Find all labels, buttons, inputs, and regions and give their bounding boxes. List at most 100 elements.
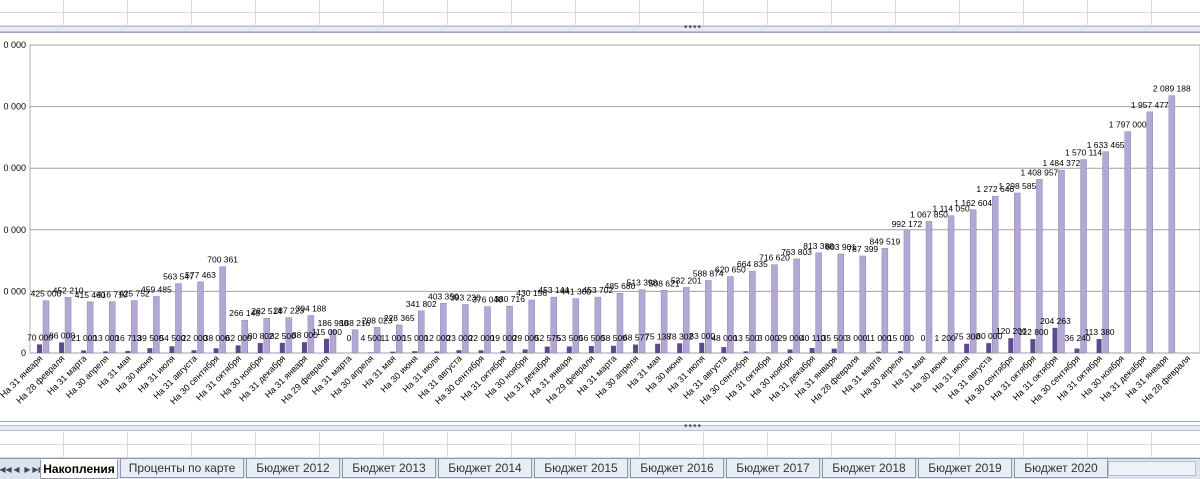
grid-cell[interactable] bbox=[320, 445, 384, 458]
grid-cell[interactable] bbox=[0, 445, 64, 458]
grid-cell[interactable] bbox=[256, 13, 320, 26]
tab-procenty-po-karte[interactable]: Проценты по карте bbox=[120, 459, 244, 478]
grid-cell[interactable] bbox=[192, 432, 256, 445]
grid-cell[interactable] bbox=[896, 432, 960, 445]
grid-cell[interactable] bbox=[704, 13, 768, 26]
grid-cell[interactable] bbox=[0, 13, 64, 26]
grid-cell[interactable] bbox=[512, 13, 576, 26]
grid-cell[interactable] bbox=[576, 13, 640, 26]
grid-cell[interactable] bbox=[448, 0, 512, 13]
grid-cell[interactable] bbox=[256, 0, 320, 13]
grid-cell[interactable] bbox=[448, 13, 512, 26]
grid-cell[interactable] bbox=[768, 13, 832, 26]
grid-cell[interactable] bbox=[896, 13, 960, 26]
grid-cell[interactable] bbox=[320, 13, 384, 26]
bar-main bbox=[1080, 159, 1087, 354]
grid-cell[interactable] bbox=[128, 432, 192, 445]
grid-cell[interactable] bbox=[768, 0, 832, 13]
tab-budget-2014[interactable]: Бюджет 2014 bbox=[438, 459, 532, 478]
grid-cell[interactable] bbox=[0, 432, 64, 445]
grid-cell[interactable] bbox=[512, 432, 576, 445]
grid-cell[interactable] bbox=[1088, 0, 1152, 13]
grid-cell[interactable] bbox=[896, 0, 960, 13]
grid-cell[interactable] bbox=[384, 445, 448, 458]
grid-cell[interactable] bbox=[704, 0, 768, 13]
grid-cell[interactable] bbox=[448, 445, 512, 458]
grid-cell[interactable] bbox=[128, 0, 192, 13]
grid-cell[interactable] bbox=[128, 445, 192, 458]
grid-cell[interactable] bbox=[1088, 432, 1152, 445]
grid-cell[interactable] bbox=[64, 13, 128, 26]
tab-budget-2020[interactable]: Бюджет 2020 bbox=[1014, 459, 1108, 478]
grid-cell[interactable] bbox=[960, 432, 1024, 445]
grid-cell[interactable] bbox=[1152, 13, 1200, 26]
grid-cell[interactable] bbox=[576, 0, 640, 13]
grid-cell[interactable] bbox=[1024, 445, 1088, 458]
grid-cell[interactable] bbox=[320, 432, 384, 445]
grid-cell[interactable] bbox=[960, 0, 1024, 13]
grid-cell[interactable] bbox=[1152, 0, 1200, 13]
grid-cell[interactable] bbox=[576, 445, 640, 458]
grid-cell[interactable] bbox=[64, 445, 128, 458]
grid-cell[interactable] bbox=[256, 445, 320, 458]
last-sheet-icon[interactable]: ▶▶ bbox=[32, 464, 45, 474]
grid-cell[interactable] bbox=[64, 432, 128, 445]
grid-cell[interactable] bbox=[704, 432, 768, 445]
tab-budget-2015[interactable]: Бюджет 2015 bbox=[534, 459, 628, 478]
grid-cell[interactable] bbox=[512, 0, 576, 13]
tab-budget-2013[interactable]: Бюджет 2013 bbox=[342, 459, 436, 478]
grid-cell[interactable] bbox=[640, 0, 704, 13]
tab-budget-2016[interactable]: Бюджет 2016 bbox=[630, 459, 724, 478]
grid-cell[interactable] bbox=[256, 432, 320, 445]
tab-nakopleniya[interactable]: Накопления bbox=[40, 459, 118, 479]
grid-cell[interactable] bbox=[832, 13, 896, 26]
grid-cell[interactable] bbox=[704, 445, 768, 458]
grid-cell[interactable] bbox=[64, 0, 128, 13]
grid-cell[interactable] bbox=[832, 0, 896, 13]
grid-cell[interactable] bbox=[320, 0, 384, 13]
grid-cell[interactable] bbox=[1152, 432, 1200, 445]
grid-cell[interactable] bbox=[1152, 445, 1200, 458]
spreadsheet-grid-top[interactable] bbox=[0, 0, 1200, 26]
prev-sheet-icon[interactable]: ◀ bbox=[13, 464, 20, 474]
grid-cell[interactable] bbox=[1024, 13, 1088, 26]
grid-cell[interactable] bbox=[768, 445, 832, 458]
bar-main bbox=[705, 280, 712, 354]
grid-cell[interactable] bbox=[192, 445, 256, 458]
grid-cell[interactable] bbox=[640, 445, 704, 458]
tab-budget-2018[interactable]: Бюджет 2018 bbox=[822, 459, 916, 478]
grid-cell[interactable] bbox=[960, 445, 1024, 458]
grid-cell[interactable] bbox=[1024, 432, 1088, 445]
grid-cell[interactable] bbox=[192, 0, 256, 13]
next-sheet-icon[interactable]: ▶ bbox=[24, 464, 31, 474]
grid-cell[interactable] bbox=[512, 445, 576, 458]
grid-cell[interactable] bbox=[832, 432, 896, 445]
grid-cell[interactable] bbox=[640, 432, 704, 445]
spreadsheet-grid-bottom[interactable] bbox=[0, 432, 1200, 458]
grid-cell[interactable] bbox=[960, 13, 1024, 26]
grid-cell[interactable] bbox=[1088, 445, 1152, 458]
grid-cell[interactable] bbox=[384, 0, 448, 13]
grid-cell[interactable] bbox=[768, 432, 832, 445]
grid-cell[interactable] bbox=[192, 13, 256, 26]
grid-cell[interactable] bbox=[384, 13, 448, 26]
tab-budget-2012[interactable]: Бюджет 2012 bbox=[246, 459, 340, 478]
grid-cell[interactable] bbox=[448, 432, 512, 445]
data-label: 287 223 bbox=[273, 306, 304, 316]
grid-cell[interactable] bbox=[128, 13, 192, 26]
tab-budget-2017[interactable]: Бюджет 2017 bbox=[726, 459, 820, 478]
grid-cell[interactable] bbox=[896, 445, 960, 458]
pane-splitter-bottom[interactable]: •••• bbox=[0, 421, 1200, 432]
grid-cell[interactable] bbox=[1088, 13, 1152, 26]
grid-cell[interactable] bbox=[832, 445, 896, 458]
horizontal-scrollbar[interactable] bbox=[1108, 461, 1196, 476]
tab-budget-2019[interactable]: Бюджет 2019 bbox=[918, 459, 1012, 478]
pane-splitter-top[interactable]: •••• bbox=[0, 22, 1200, 33]
grid-cell[interactable] bbox=[1024, 0, 1088, 13]
first-sheet-icon[interactable]: ◀◀ bbox=[0, 464, 12, 474]
grid-cell[interactable] bbox=[640, 13, 704, 26]
grid-cell[interactable] bbox=[576, 432, 640, 445]
grid-cell[interactable] bbox=[0, 0, 64, 13]
grid-cell[interactable] bbox=[384, 432, 448, 445]
